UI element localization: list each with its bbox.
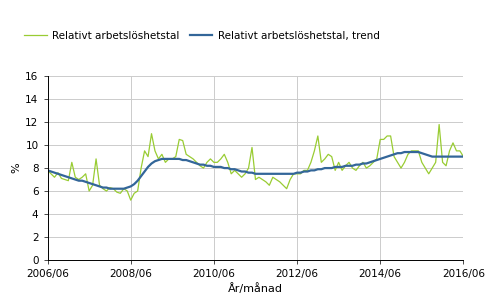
Relativt arbetslöshetstal	[343, 164, 349, 168]
Relativt arbetslöshetstal	[45, 169, 51, 172]
Relativt arbetslöshetstal	[169, 157, 175, 161]
Line: Relativt arbetslöshetstal, trend: Relativt arbetslöshetstal, trend	[48, 152, 495, 189]
X-axis label: År/månad: År/månad	[228, 283, 283, 294]
Relativt arbetslöshetstal, trend	[107, 187, 113, 191]
Relativt arbetslöshetstal	[436, 123, 442, 126]
Relativt arbetslöshetstal, trend	[280, 172, 286, 176]
Relativt arbetslöshetstal	[377, 138, 383, 141]
Relativt arbetslöshetstal, trend	[45, 169, 51, 172]
Relativt arbetslöshetstal, trend	[398, 151, 404, 155]
Relativt arbetslöshetstal	[128, 198, 134, 202]
Relativt arbetslöshetstal	[398, 166, 404, 170]
Relativt arbetslöshetstal	[492, 152, 496, 156]
Legend: Relativt arbetslöshetstal, Relativt arbetslöshetstal, trend: Relativt arbetslöshetstal, Relativt arbe…	[19, 27, 384, 45]
Y-axis label: %: %	[11, 163, 21, 173]
Relativt arbetslöshetstal, trend	[239, 170, 245, 173]
Relativt arbetslöshetstal, trend	[377, 157, 383, 161]
Relativt arbetslöshetstal	[280, 183, 286, 187]
Relativt arbetslöshetstal, trend	[169, 157, 175, 161]
Relativt arbetslöshetstal, trend	[401, 150, 407, 154]
Relativt arbetslöshetstal	[239, 175, 245, 179]
Relativt arbetslöshetstal, trend	[492, 156, 496, 160]
Relativt arbetslöshetstal, trend	[343, 164, 349, 168]
Line: Relativt arbetslöshetstal: Relativt arbetslöshetstal	[48, 124, 495, 200]
